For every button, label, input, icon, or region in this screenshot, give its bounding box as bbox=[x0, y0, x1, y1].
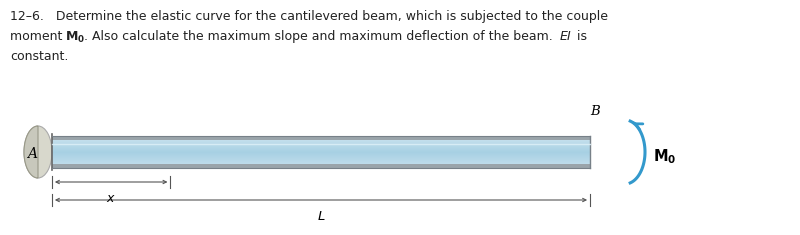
Bar bbox=[52, 149, 590, 150]
Bar bbox=[52, 149, 590, 150]
Bar bbox=[52, 154, 590, 155]
Bar bbox=[52, 147, 590, 148]
Text: B: B bbox=[590, 105, 600, 118]
Bar bbox=[52, 148, 590, 149]
Bar bbox=[52, 136, 590, 140]
Bar bbox=[52, 164, 590, 165]
Bar bbox=[52, 142, 590, 143]
Bar bbox=[52, 145, 590, 146]
Text: . Also calculate the maximum slope and maximum deflection of the beam.: . Also calculate the maximum slope and m… bbox=[84, 30, 557, 43]
Bar bbox=[52, 152, 590, 153]
Bar bbox=[52, 154, 590, 155]
Bar bbox=[52, 142, 590, 143]
Bar bbox=[52, 144, 590, 145]
Text: $\mathbf{M_0}$: $\mathbf{M_0}$ bbox=[653, 148, 676, 166]
Bar bbox=[52, 150, 590, 151]
Bar bbox=[52, 147, 590, 148]
Bar bbox=[52, 140, 590, 141]
Text: constant.: constant. bbox=[10, 50, 68, 63]
Bar bbox=[52, 156, 590, 157]
Ellipse shape bbox=[24, 126, 52, 178]
Bar bbox=[52, 153, 590, 154]
Bar bbox=[52, 163, 590, 164]
Bar bbox=[52, 161, 590, 162]
Bar bbox=[52, 150, 590, 151]
Bar bbox=[52, 143, 590, 144]
Text: 12–6.   Determine the elastic curve for the cantilevered beam, which is subjecte: 12–6. Determine the elastic curve for th… bbox=[10, 10, 608, 23]
Bar bbox=[52, 141, 590, 142]
Text: $L$: $L$ bbox=[317, 210, 326, 223]
Bar bbox=[52, 157, 590, 158]
Text: $x$: $x$ bbox=[106, 192, 116, 205]
Bar bbox=[52, 160, 590, 161]
Bar bbox=[52, 152, 590, 153]
Bar bbox=[52, 158, 590, 159]
Bar bbox=[52, 160, 590, 161]
Bar bbox=[52, 151, 590, 152]
Bar bbox=[52, 155, 590, 156]
Bar bbox=[52, 151, 590, 152]
Bar bbox=[52, 163, 590, 164]
Bar bbox=[52, 157, 590, 158]
Text: moment: moment bbox=[10, 30, 66, 43]
Bar bbox=[52, 153, 590, 154]
Bar bbox=[52, 161, 590, 163]
Bar bbox=[52, 146, 590, 147]
Text: $\mathbf{M_0}$: $\mathbf{M_0}$ bbox=[65, 30, 85, 45]
Bar bbox=[52, 155, 590, 156]
Bar bbox=[52, 143, 590, 145]
Bar bbox=[52, 158, 590, 159]
Bar bbox=[52, 159, 590, 160]
Bar bbox=[52, 164, 590, 168]
Bar bbox=[52, 148, 590, 149]
Polygon shape bbox=[24, 126, 38, 178]
Text: $EI$: $EI$ bbox=[559, 30, 572, 43]
Bar bbox=[52, 141, 590, 142]
Bar bbox=[52, 156, 590, 157]
Text: is: is bbox=[573, 30, 587, 43]
Bar bbox=[52, 146, 590, 147]
Bar bbox=[52, 162, 590, 163]
Bar bbox=[52, 159, 590, 160]
Bar bbox=[52, 145, 590, 146]
Text: A: A bbox=[27, 147, 37, 161]
